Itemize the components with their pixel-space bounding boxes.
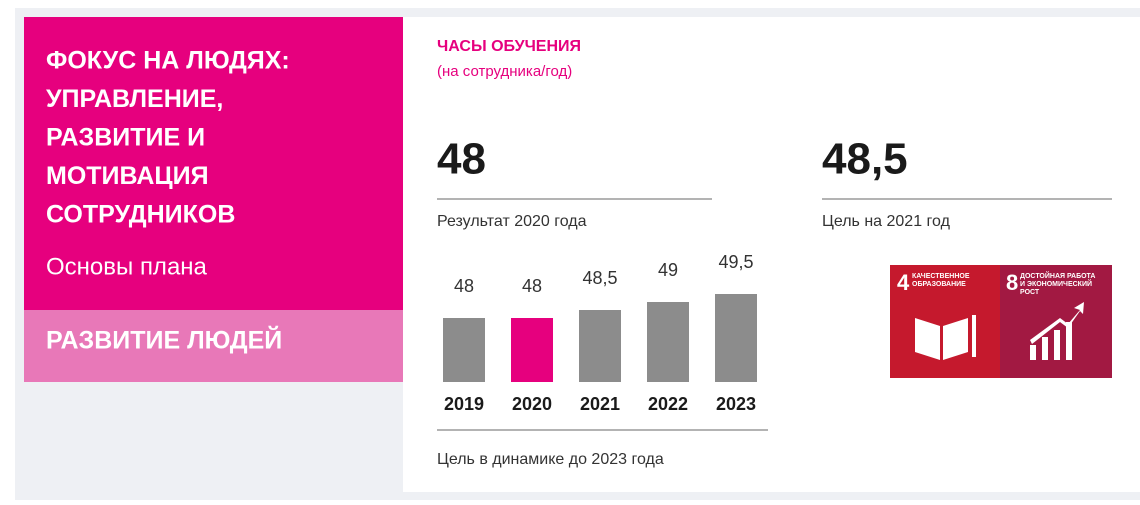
section-title: РАЗВИТИЕ ЛЮДЕЙ bbox=[46, 325, 282, 355]
x-tick-label: 2020 bbox=[512, 394, 552, 414]
stat-value: 48,5 bbox=[822, 135, 908, 184]
header-subtitle: (на сотрудника/год) bbox=[437, 63, 572, 80]
sdg-number: 4 bbox=[897, 270, 910, 295]
bar bbox=[715, 294, 757, 382]
x-tick-label: 2023 bbox=[716, 394, 756, 414]
value-label: 49 bbox=[658, 260, 678, 280]
sidebar-title: ФОКУС НА ЛЮДЯХ: bbox=[46, 47, 290, 75]
bar bbox=[511, 318, 553, 382]
content-panel bbox=[403, 17, 1140, 492]
sidebar-panel bbox=[24, 17, 403, 310]
chart-caption: Цель в динамике до 2023 года bbox=[437, 451, 664, 468]
sidebar-title: СОТРУДНИКОВ bbox=[46, 201, 235, 229]
sdg-label: РОСТ bbox=[1020, 289, 1040, 296]
sdg-label: ОБРАЗОВАНИЕ bbox=[912, 281, 966, 288]
book-icon bbox=[915, 315, 976, 360]
bar bbox=[443, 318, 485, 382]
value-label: 48,5 bbox=[582, 268, 617, 288]
value-label: 49,5 bbox=[718, 252, 753, 272]
x-tick-label: 2019 bbox=[444, 394, 484, 414]
stat-value: 48 bbox=[437, 135, 486, 184]
x-tick-label: 2021 bbox=[580, 394, 620, 414]
section-band bbox=[24, 310, 403, 382]
stat-label: Результат 2020 года bbox=[437, 213, 587, 230]
sdg-label: КАЧЕСТВЕННОЕ bbox=[912, 273, 970, 280]
stat-label: Цель на 2021 год bbox=[822, 213, 951, 230]
sidebar-title: МОТИВАЦИЯ bbox=[46, 162, 209, 190]
sdg-label: ДОСТОЙНАЯ РАБОТА bbox=[1020, 271, 1095, 280]
sdg-label: И ЭКОНОМИЧЕСКИЙ bbox=[1020, 279, 1092, 288]
bar bbox=[647, 302, 689, 382]
growth-icon bbox=[1030, 302, 1084, 360]
value-label: 48 bbox=[454, 276, 474, 296]
header-title: ЧАСЫ ОБУЧЕНИЯ bbox=[437, 38, 581, 55]
sidebar-subtitle: Основы плана bbox=[46, 253, 208, 280]
x-tick-label: 2022 bbox=[648, 394, 688, 414]
sidebar-title: УПРАВЛЕНИЕ, bbox=[46, 85, 223, 113]
sidebar-title: РАЗВИТИЕ И bbox=[46, 124, 205, 152]
value-label: 48 bbox=[522, 276, 542, 296]
bar bbox=[579, 310, 621, 382]
sdg-number: 8 bbox=[1006, 270, 1018, 295]
